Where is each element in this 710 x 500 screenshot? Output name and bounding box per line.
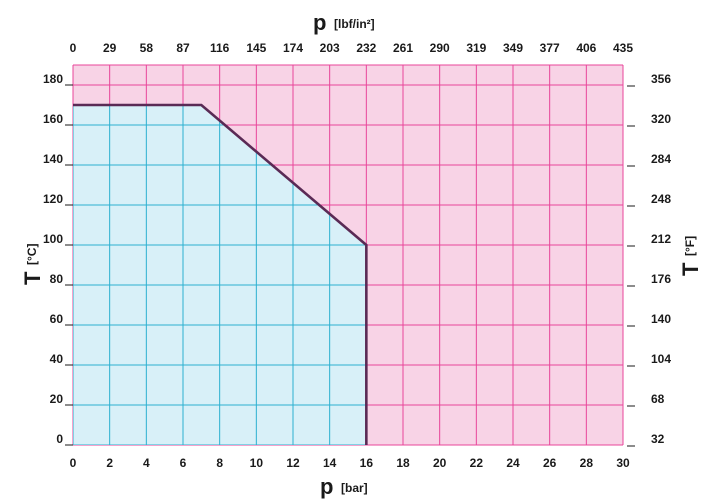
y-right-tick-label: 284 — [651, 152, 671, 166]
x-top-tick-label: 29 — [103, 41, 117, 55]
x-top-tick-label: 174 — [283, 41, 303, 55]
y-left-tick-label: 60 — [50, 312, 64, 326]
x-top-axis-unit: [lbf/in²] — [334, 17, 375, 31]
limit-curve — [73, 103, 368, 445]
y-right-tick-label: 248 — [651, 192, 671, 206]
x-bottom-tick-label: 6 — [180, 456, 187, 470]
x-bottom-tick-label: 14 — [323, 456, 337, 470]
y-right-tick-label: 176 — [651, 272, 671, 286]
x-bottom-tick-label: 0 — [70, 456, 77, 470]
x-top-tick-label: 377 — [540, 41, 560, 55]
x-bottom-tick-label: 10 — [250, 456, 264, 470]
y-left-tick-label: 100 — [43, 232, 63, 246]
x-bottom-tick-label: 4 — [143, 456, 150, 470]
x-top-axis-var: p — [313, 10, 326, 35]
y-left-tick-label: 80 — [50, 272, 64, 286]
x-bottom-tick-label: 26 — [543, 456, 557, 470]
x-bottom-tick-label: 2 — [106, 456, 113, 470]
x-top-tick-label: 0 — [70, 41, 77, 55]
x-top-tick-label: 87 — [176, 41, 190, 55]
x-top-tick-label: 58 — [140, 41, 154, 55]
y-right-tick-label: 320 — [651, 112, 671, 126]
y-left-tick-label: 0 — [56, 432, 63, 446]
y-left-tick-label: 120 — [43, 192, 63, 206]
y-left-tick-label: 160 — [43, 112, 63, 126]
x-bottom-tick-label: 24 — [506, 456, 520, 470]
y-left-tick-label: 140 — [43, 152, 63, 166]
y-right-tick-label: 140 — [651, 312, 671, 326]
x-top-tick-label: 435 — [613, 41, 633, 55]
x-bottom-tick-label: 12 — [286, 456, 300, 470]
x-bottom-axis-var: p — [320, 474, 333, 499]
x-bottom-tick-label: 20 — [433, 456, 447, 470]
x-bottom-tick-label: 22 — [470, 456, 484, 470]
y-left-tick-label: 40 — [50, 352, 64, 366]
x-top-tick-label: 319 — [466, 41, 486, 55]
y-left-axis-unit: [°C] — [25, 244, 39, 265]
y-right-axis-var: T — [678, 262, 703, 276]
y-right-tick-label: 32 — [651, 432, 665, 446]
y-left-tick-label: 20 — [50, 392, 64, 406]
x-top-tick-label: 232 — [356, 41, 376, 55]
y-right-tick-label: 104 — [651, 352, 671, 366]
x-top-tick-label: 116 — [210, 41, 230, 55]
y-right-tick-label: 356 — [651, 72, 671, 86]
y-right-tick-label: 68 — [651, 392, 665, 406]
y-right-tick-label: 212 — [651, 232, 671, 246]
y-left-axis-var: T — [20, 271, 45, 285]
x-top-tick-label: 261 — [393, 41, 413, 55]
x-top-tick-label: 349 — [503, 41, 523, 55]
y-left-tick-label: 180 — [43, 72, 63, 86]
x-bottom-tick-label: 16 — [360, 456, 374, 470]
x-bottom-tick-label: 28 — [580, 456, 594, 470]
x-bottom-axis-unit: [bar] — [341, 481, 368, 495]
x-top-tick-label: 203 — [320, 41, 340, 55]
x-bottom-tick-label: 30 — [616, 456, 630, 470]
x-top-tick-label: 406 — [576, 41, 596, 55]
y-right-axis-unit: [°F] — [683, 236, 697, 256]
x-top-tick-label: 290 — [430, 41, 450, 55]
x-bottom-tick-label: 8 — [216, 456, 223, 470]
x-top-tick-label: 145 — [246, 41, 266, 55]
x-bottom-tick-label: 18 — [396, 456, 410, 470]
